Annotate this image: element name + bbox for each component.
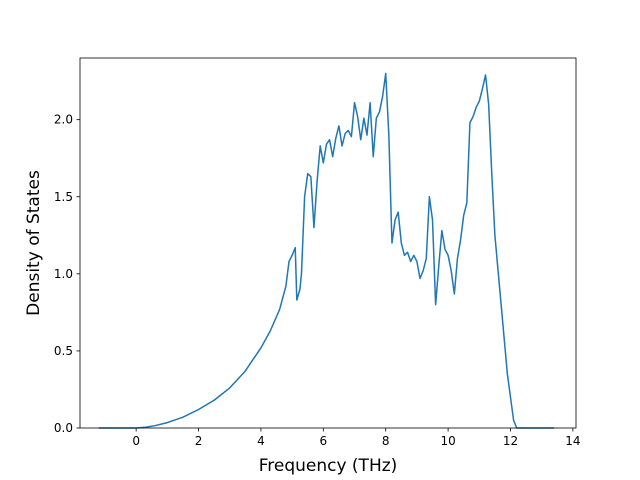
x-tick-label: 2 — [195, 434, 203, 448]
dos-series-line — [98, 72, 555, 429]
x-tick-label: 10 — [440, 434, 455, 448]
x-tick-label: 4 — [257, 434, 265, 448]
y-tick-label: 1.0 — [54, 267, 73, 281]
y-tick-label: 0.5 — [54, 344, 73, 358]
y-tick-label: 2.0 — [54, 113, 73, 127]
plot-frame — [79, 57, 577, 429]
x-tick-label: 0 — [132, 434, 140, 448]
y-axis-label: Density of States — [24, 170, 44, 316]
x-tick-label: 14 — [565, 434, 580, 448]
y-tick-label: 1.5 — [54, 190, 73, 204]
ticks-layer: 0 2 4 6 8 10 12 14 0.0 0.5 1.0 1.5 2.0 — [54, 113, 581, 448]
x-tick-label: 8 — [382, 434, 390, 448]
x-tick-label: 12 — [503, 434, 518, 448]
x-tick-label: 6 — [320, 434, 328, 448]
x-axis-label: Frequency (THz) — [259, 456, 398, 476]
y-tick-label: 0.0 — [54, 421, 73, 435]
